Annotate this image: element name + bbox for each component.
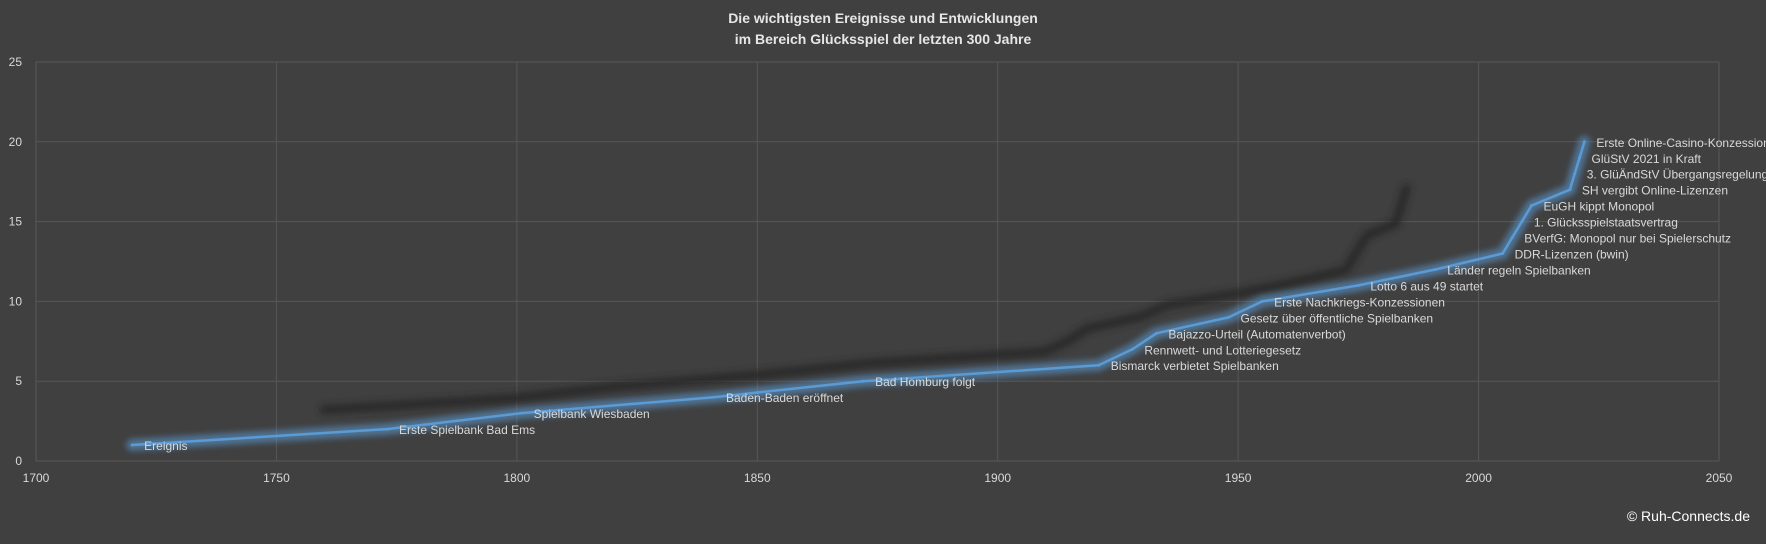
data-point — [1501, 252, 1505, 256]
x-tick-label: 1900 — [984, 471, 1011, 485]
data-point — [1227, 315, 1231, 319]
data-point — [861, 379, 865, 383]
data-point — [1582, 140, 1586, 144]
chart-title-line-1: Die wichtigsten Ereignisse und Entwicklu… — [728, 10, 1038, 26]
data-point — [1529, 204, 1533, 208]
copyright-notice: © Ruh-Connects.de — [1626, 508, 1750, 524]
data-label: Erste Nachkriegs-Konzessionen — [1274, 295, 1445, 309]
data-label: Bajazzo-Urteil (Automatenverbot) — [1168, 327, 1345, 341]
data-label: 1. Glücksspielstaatsvertrag — [1534, 216, 1678, 230]
data-label: Spielbank Wiesbaden — [534, 407, 650, 421]
x-tick-label: 1700 — [23, 471, 50, 485]
line-glow — [126, 135, 1591, 451]
data-point — [520, 411, 524, 415]
data-label: Baden-Baden eröffnet — [726, 391, 844, 405]
y-tick-label: 5 — [15, 374, 22, 388]
data-label: Länder regeln Spielbanken — [1447, 263, 1590, 277]
data-label: 3. GlüÄndStV Übergangsregelung — [1587, 168, 1766, 182]
chart-title-line-2: im Bereich Glücksspiel der letzten 300 J… — [734, 31, 1032, 47]
x-tick-label: 2050 — [1706, 471, 1733, 485]
data-label: Gesetz über öffentliche Spielbanken — [1241, 311, 1434, 325]
x-tick-label: 1750 — [263, 471, 290, 485]
data-point — [1578, 156, 1582, 160]
data-point — [1097, 363, 1101, 367]
x-tick-label: 1850 — [744, 471, 771, 485]
data-labels: Ereignis Erste Spielbank Bad Ems Spielbank… — [144, 136, 1766, 453]
data-point — [1260, 299, 1264, 303]
data-point — [1510, 236, 1514, 240]
data-label: DDR-Lizenzen (bwin) — [1515, 248, 1629, 262]
x-tick-label: 2000 — [1465, 471, 1492, 485]
line-shadow — [320, 184, 1411, 415]
y-tick-label: 25 — [9, 55, 23, 69]
data-point — [712, 395, 716, 399]
data-point — [1433, 267, 1437, 271]
event-line — [130, 140, 1586, 447]
y-tick-label: 20 — [9, 135, 23, 149]
y-tick-label: 15 — [9, 215, 23, 229]
series — [126, 135, 1591, 451]
data-label: SH vergibt Online-Lizenzen — [1582, 184, 1728, 198]
data-label: Ereignis — [144, 439, 187, 453]
data-label: BVerfG: Monopol nur bei Spielerschutz — [1524, 232, 1731, 246]
data-point — [1356, 283, 1360, 287]
data-label: Erste Online-Casino-Konzessionen — [1596, 136, 1766, 150]
data-label: Rennwett- und Lotteriegesetz — [1144, 343, 1301, 357]
data-label: Bismarck verbietet Spielbanken — [1111, 359, 1279, 373]
data-point — [1154, 331, 1158, 335]
data-point — [385, 427, 389, 431]
axes: 1700 1750 1800 1850 1900 1950 2000 2050 0 5 10 15 20… — [9, 55, 1733, 485]
data-point — [1573, 172, 1577, 176]
x-tick-label: 1950 — [1225, 471, 1252, 485]
data-label: Lotto 6 aus 49 startet — [1370, 279, 1483, 293]
data-point — [1130, 347, 1134, 351]
x-tick-label: 1800 — [504, 471, 531, 485]
data-point — [1520, 220, 1524, 224]
data-label: GlüStV 2021 in Kraft — [1592, 152, 1702, 166]
data-label: Bad Homburg folgt — [875, 375, 976, 389]
data-point — [1568, 188, 1572, 192]
data-point — [130, 443, 134, 447]
y-tick-label: 10 — [9, 294, 23, 308]
data-label: EuGH kippt Monopol — [1543, 200, 1654, 214]
y-tick-label: 0 — [15, 454, 22, 468]
data-label: Erste Spielbank Bad Ems — [399, 423, 535, 437]
